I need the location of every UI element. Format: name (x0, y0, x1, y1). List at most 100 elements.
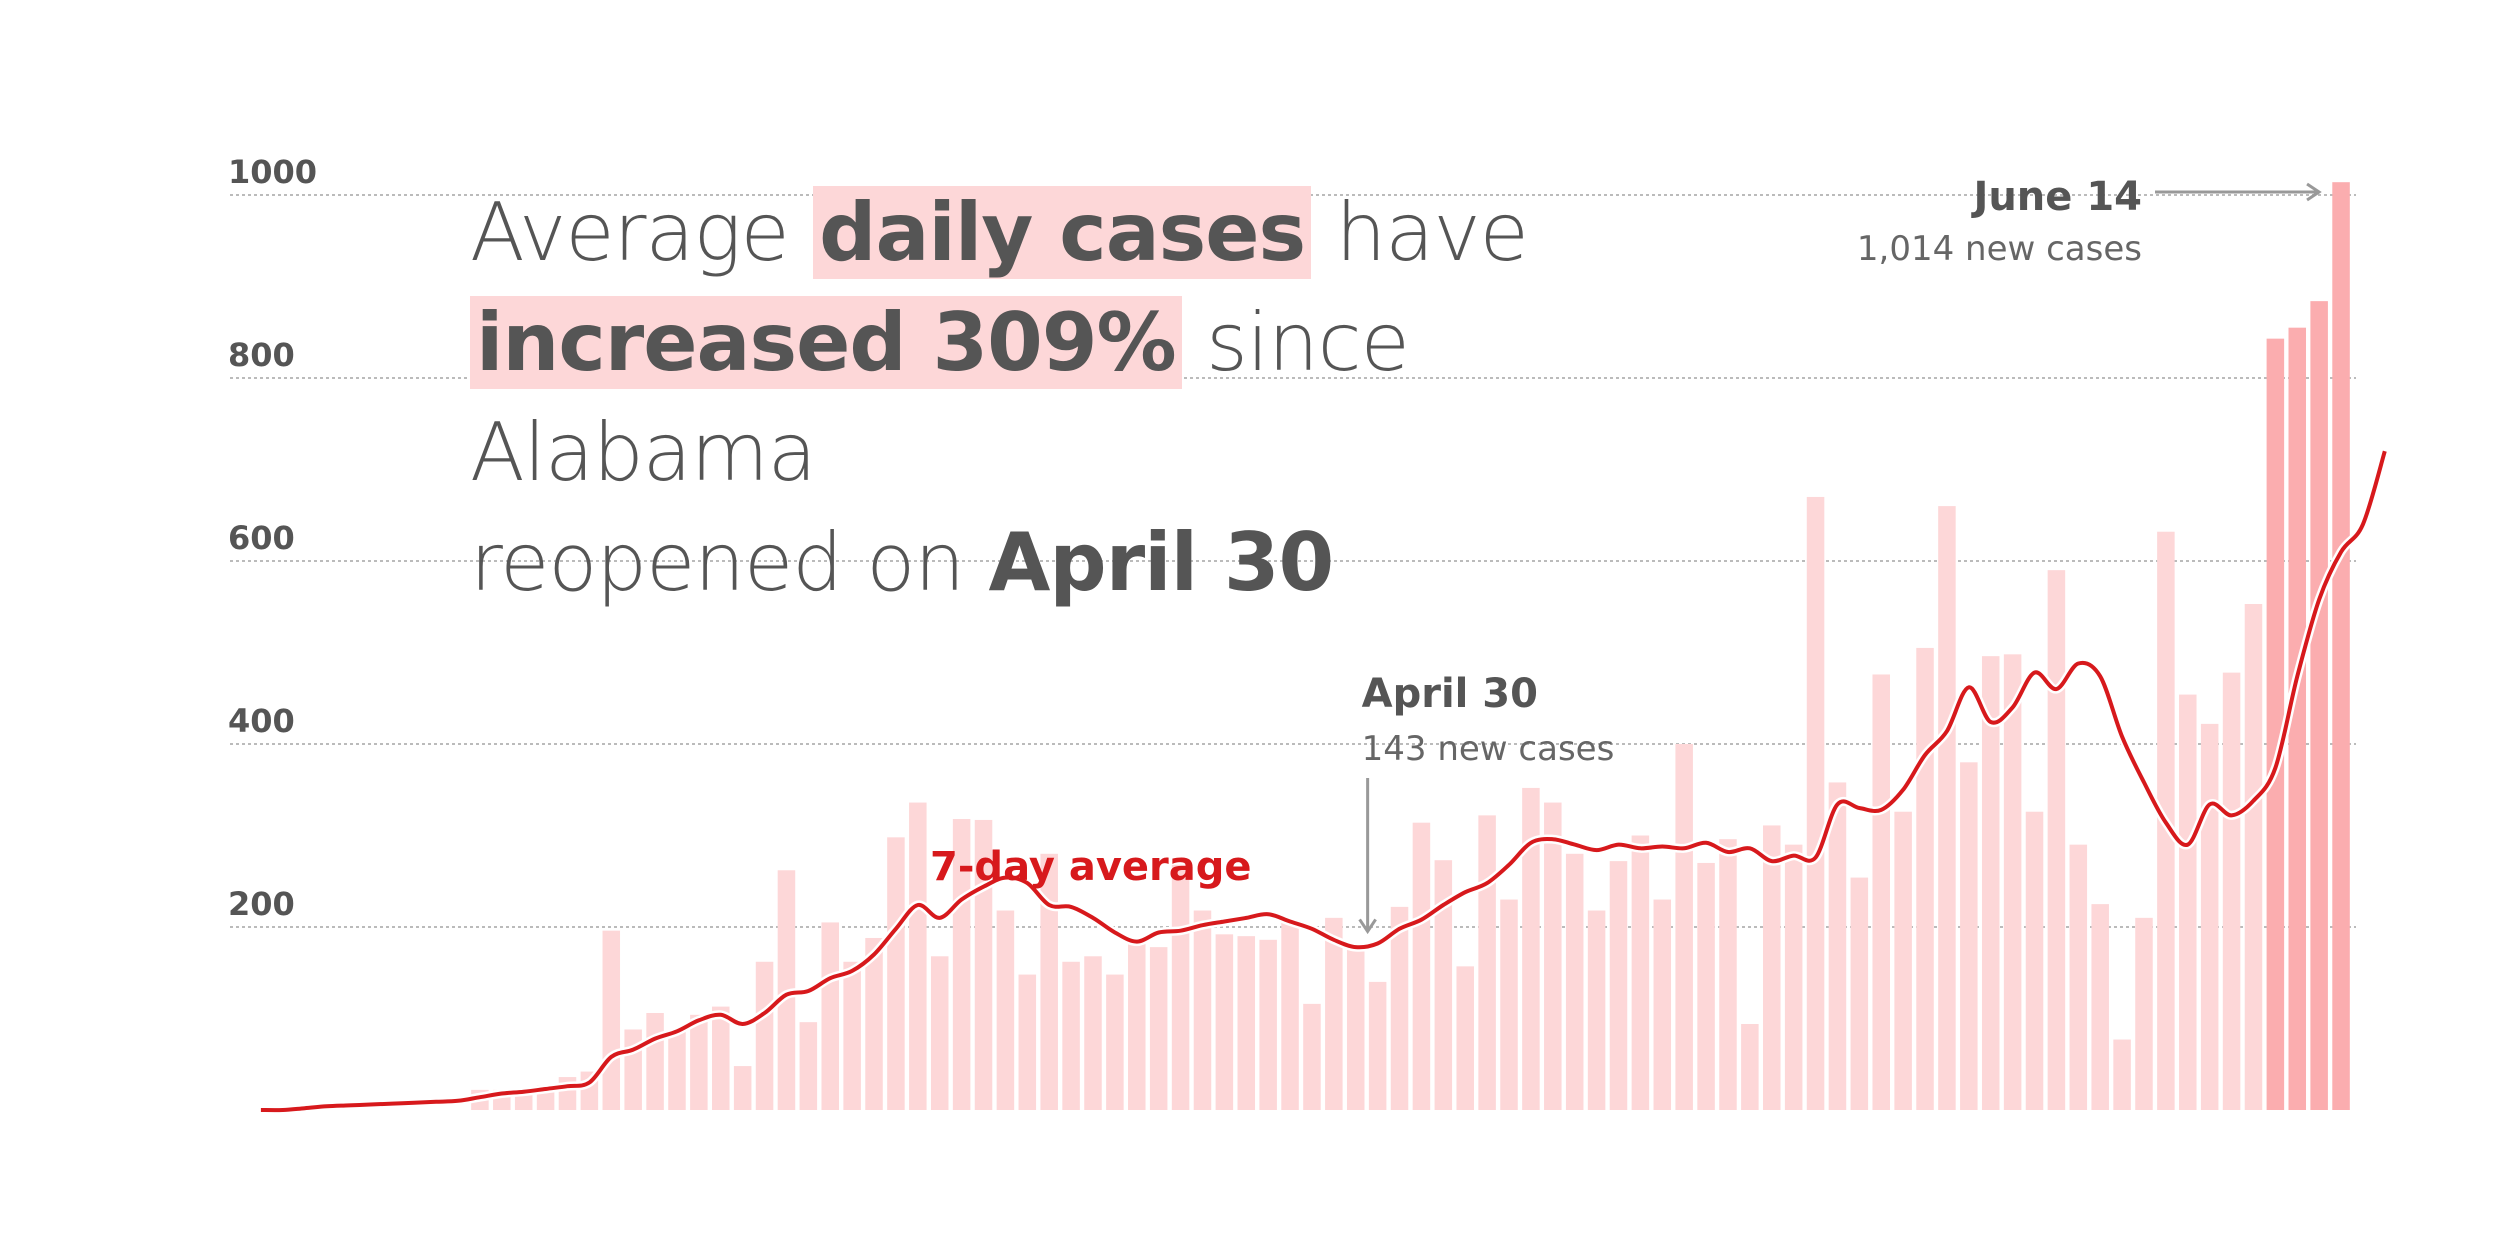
headline-part-3: since Alabama (470, 296, 1410, 499)
bar-day-43 (1171, 864, 1190, 1110)
bar-day-56 (1456, 966, 1474, 1110)
headline-part-1: Average (470, 186, 814, 279)
bar-day-44 (1193, 910, 1212, 1110)
bar-day-62 (1587, 910, 1606, 1110)
bar-day-70 (1763, 825, 1781, 1110)
bar-day-60 (1544, 802, 1562, 1110)
y-tick-label-1000: 1000 (228, 153, 317, 191)
bar-day-95 (2310, 301, 2328, 1110)
bar-day-66 (1675, 744, 1693, 1110)
average-line-path (260, 450, 2387, 1113)
bar-day-28 (843, 961, 861, 1110)
bar-day-94 (2288, 327, 2307, 1110)
bar-day-73 (1828, 782, 1847, 1110)
bar-day-21 (690, 1014, 708, 1110)
bar-day-41 (1128, 943, 1146, 1110)
bar-day-42 (1149, 947, 1168, 1110)
bar-day-89 (2179, 694, 2197, 1110)
bar-day-84 (2069, 844, 2088, 1110)
bar-day-91 (2222, 672, 2241, 1110)
bar-day-67 (1697, 862, 1715, 1110)
bar-day-87 (2135, 917, 2153, 1110)
bar-day-77 (1916, 647, 1934, 1110)
bar-day-86 (2113, 1039, 2131, 1110)
seven-day-average-line (260, 449, 2390, 1115)
bar-day-65 (1653, 899, 1672, 1110)
bar-day-17 (602, 930, 621, 1110)
bar-day-59 (1522, 787, 1540, 1110)
bar-day-80 (1981, 656, 2000, 1110)
bar-day-61 (1565, 853, 1584, 1110)
bar-day-19 (646, 1013, 664, 1110)
bar-day-81 (2003, 654, 2022, 1110)
bar-day-32 (930, 956, 949, 1110)
bar-day-78 (1938, 506, 1956, 1111)
bar-day-90 (2200, 723, 2219, 1110)
bar-day-68 (1719, 839, 1737, 1110)
annotation-june-14-arrowhead (2306, 182, 2322, 202)
bar-day-55 (1434, 860, 1453, 1110)
headline-part-4: reopened on (470, 516, 989, 609)
headline-part-2: have (1311, 186, 1529, 279)
bar-day-18 (624, 1029, 642, 1110)
headline-reopen-date: April 30 (988, 516, 1335, 609)
headline-highlight-daily-cases: daily cases (813, 186, 1312, 279)
bar-day-48 (1281, 922, 1299, 1110)
bar-day-57 (1478, 815, 1496, 1110)
bar-day-27 (821, 922, 839, 1110)
bar-day-45 (1215, 934, 1234, 1110)
bar-day-58 (1500, 899, 1518, 1110)
bar-day-92 (2244, 604, 2263, 1110)
bar-day-54 (1412, 822, 1431, 1110)
seven-day-average-label: 7-day average (930, 844, 1252, 890)
bar-day-36 (1018, 974, 1037, 1110)
bar-day-47 (1259, 939, 1277, 1110)
bar-day-39 (1084, 956, 1102, 1110)
bar-day-40 (1106, 974, 1124, 1110)
bar-day-37 (1040, 853, 1058, 1110)
bar-day-52 (1368, 981, 1387, 1110)
bar-day-31 (909, 802, 927, 1110)
annotation-june-14-title: June 14 (1970, 174, 2142, 220)
bar-day-29 (865, 937, 883, 1110)
bar-day-69 (1741, 1023, 1759, 1110)
bar-day-93 (2266, 338, 2285, 1110)
bar-day-76 (1894, 811, 1912, 1110)
bar-day-50 (1325, 917, 1343, 1110)
annotation-june-14-subtitle: 1,014 new cases (1857, 229, 2142, 269)
y-axis-ticks: 200 400 600 800 1000 (228, 153, 317, 923)
bar-day-72 (1806, 496, 1825, 1110)
annotations: April 30 143 new cases June 14 1,014 new… (930, 174, 2322, 935)
bar-day-26 (799, 1022, 818, 1110)
bar-day-20 (668, 1031, 686, 1110)
headline-highlight-increase: increased 309% (470, 296, 1182, 389)
bar-day-79 (1960, 762, 1978, 1110)
bar-day-46 (1237, 936, 1256, 1110)
bar-day-71 (1784, 844, 1803, 1110)
headline: Average daily cases have increased 309% s… (470, 178, 1770, 618)
y-tick-label-600: 600 (228, 519, 295, 557)
y-tick-label-400: 400 (228, 702, 295, 740)
bar-day-23 (733, 1066, 752, 1110)
bar-day-38 (1062, 961, 1080, 1110)
bar-day-83 (2047, 570, 2066, 1110)
bar-day-24 (755, 961, 774, 1110)
annotation-april-30-arrowhead (1358, 918, 1377, 935)
y-tick-label-200: 200 (228, 885, 295, 923)
bar-day-64 (1631, 835, 1650, 1110)
bar-day-53 (1390, 906, 1409, 1110)
bar-day-82 (2025, 811, 2044, 1110)
bar-day-51 (1346, 948, 1365, 1110)
bar-day-22 (712, 1006, 730, 1110)
bar-day-63 (1609, 861, 1628, 1110)
bar-day-75 (1872, 674, 1890, 1110)
bar-day-85 (2091, 904, 2109, 1110)
bar-day-96 (2332, 182, 2350, 1110)
annotation-april-30-subtitle: 143 new cases (1362, 729, 1615, 769)
bar-day-74 (1850, 877, 1869, 1110)
bar-day-35 (996, 910, 1015, 1110)
y-tick-label-800: 800 (228, 336, 295, 374)
annotation-april-30-title: April 30 (1362, 671, 1538, 717)
bar-day-49 (1303, 1003, 1321, 1110)
